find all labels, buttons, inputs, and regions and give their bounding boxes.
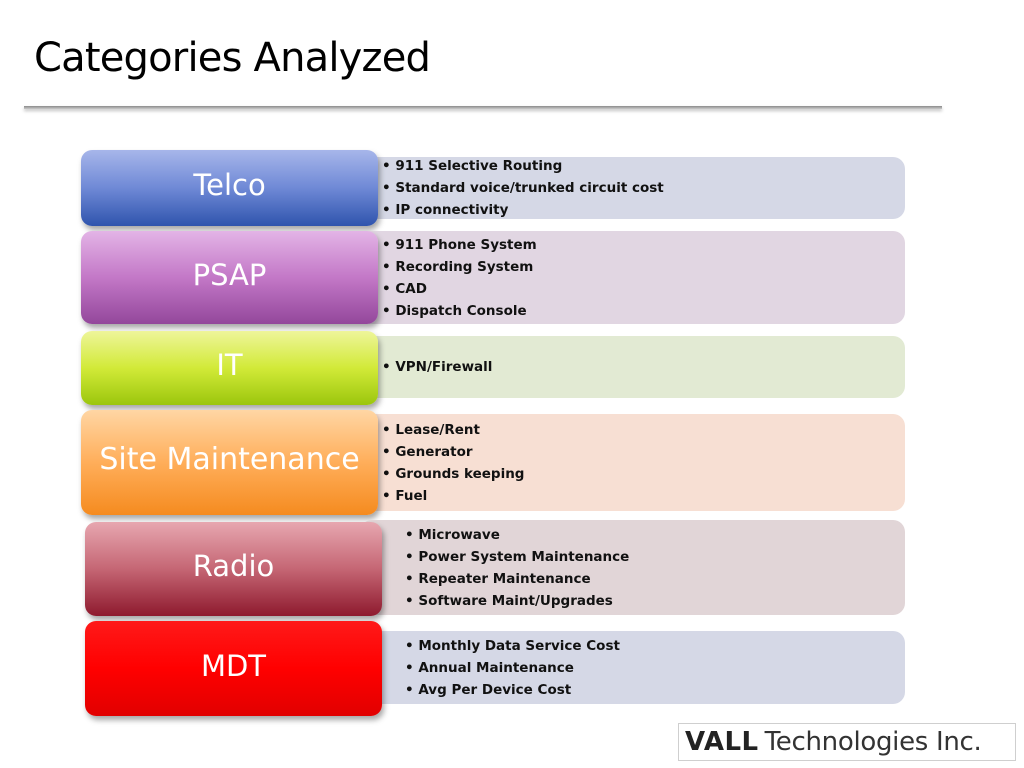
list-item: Software Maint/Upgrades (405, 590, 629, 612)
it-items-list: VPN/Firewall (382, 356, 492, 378)
list-item: 911 Selective Routing (382, 155, 664, 177)
list-item: CAD (382, 278, 537, 300)
list-item: Monthly Data Service Cost (405, 635, 620, 657)
psap-category-label: PSAP (192, 257, 267, 292)
telco-details-panel: 911 Selective Routing Standard voice/tru… (356, 157, 905, 219)
list-item: Avg Per Device Cost (405, 679, 620, 701)
list-item: Standard voice/trunked circuit cost (382, 177, 663, 199)
list-item: Microwave (405, 524, 629, 546)
site-maintenance-category-label: Site Maintenance (99, 442, 360, 477)
telco-category-label: Telco (193, 168, 266, 202)
psap-details-panel: 911 Phone System Recording System CAD Di… (356, 231, 905, 324)
title-divider (24, 106, 942, 109)
telco-category-box: Telco (81, 150, 378, 226)
radio-category-box: Radio (85, 522, 382, 616)
mdt-category-box: MDT (85, 621, 382, 716)
psap-category-box: PSAP (81, 231, 378, 324)
psap-items-list: 911 Phone System Recording System CAD Di… (382, 234, 537, 322)
site-maintenance-details-panel: Lease/Rent Generator Grounds keeping Fue… (356, 414, 905, 511)
it-details-panel: VPN/Firewall (356, 336, 905, 398)
list-item: Annual Maintenance (405, 657, 620, 679)
list-item: Power System Maintenance (405, 546, 629, 568)
site-maintenance-category-box: Site Maintenance (81, 410, 378, 515)
list-item: IP connectivity (382, 199, 664, 221)
slide-title: Categories Analyzed (34, 35, 431, 81)
telco-items-list: 911 Selective Routing Standard voice/tru… (382, 155, 664, 221)
site-maintenance-items-list: Lease/Rent Generator Grounds keeping Fue… (382, 419, 524, 507)
radio-items-list: Microwave Power System Maintenance Repea… (405, 524, 629, 612)
mdt-category-label: MDT (200, 648, 267, 683)
it-category-box: IT (81, 331, 378, 405)
list-item: Generator (382, 441, 524, 463)
it-category-label: IT (216, 348, 243, 382)
mdt-items-list: Monthly Data Service Cost Annual Mainten… (405, 635, 620, 701)
company-logo: VALL Technologies Inc. (678, 723, 1016, 761)
list-item: Dispatch Console (382, 300, 537, 322)
logo-rest-text: Technologies Inc. (764, 727, 982, 757)
list-item: 911 Phone System (382, 234, 536, 256)
list-item: Lease/Rent (382, 419, 524, 441)
list-item: Grounds keeping (382, 463, 524, 485)
list-item: VPN/Firewall (382, 356, 492, 378)
list-item: Repeater Maintenance (405, 568, 629, 590)
mdt-details-panel: Monthly Data Service Cost Annual Mainten… (360, 631, 905, 704)
list-item: Fuel (382, 485, 524, 507)
list-item: Recording System (382, 256, 537, 278)
radio-details-panel: Microwave Power System Maintenance Repea… (360, 520, 905, 615)
logo-brand-text: VALL (685, 727, 759, 757)
radio-category-label: Radio (192, 549, 275, 583)
